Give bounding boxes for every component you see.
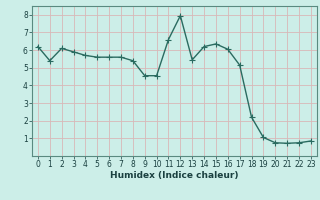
X-axis label: Humidex (Indice chaleur): Humidex (Indice chaleur) (110, 171, 239, 180)
